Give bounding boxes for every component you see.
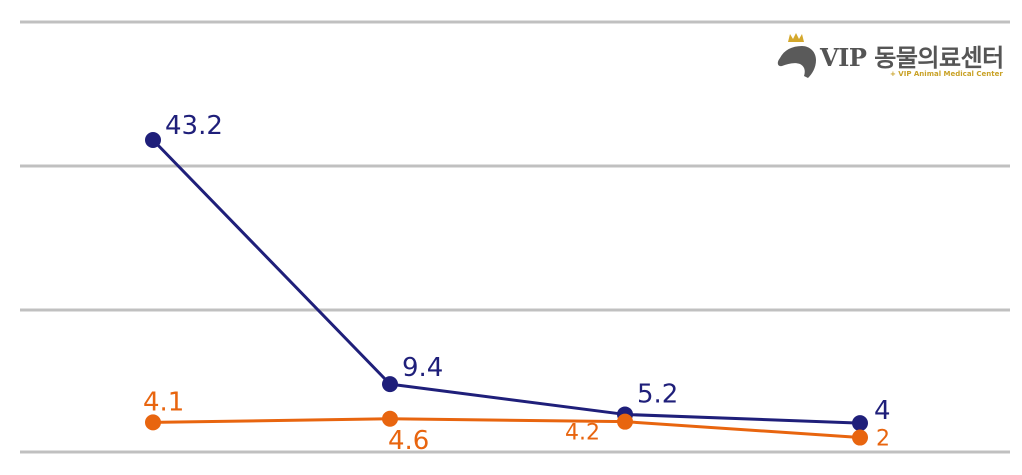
data-point-s0-0 <box>145 132 161 148</box>
data-label-s0-3: 4 <box>874 396 891 426</box>
data-point-s1-3 <box>852 429 868 446</box>
brand-tagline: + VIP Animal Medical Center <box>890 70 1003 78</box>
series-line-0 <box>151 138 861 425</box>
data-label-s1-3: 2 <box>876 427 890 452</box>
data-label-s1-0: 4.1 <box>143 387 184 417</box>
data-labels: 43.2 9.4 5.2 4 4.1 4.6 4.2 2 <box>143 111 891 456</box>
brand-name: VIP 동물의료센터 <box>820 43 1004 72</box>
data-label-s0-0: 43.2 <box>165 111 223 141</box>
data-point-s1-0 <box>145 414 161 431</box>
data-label-s1-2: 4.2 <box>565 421 600 446</box>
data-label-s0-2: 5.2 <box>637 379 678 409</box>
data-point-s0-1 <box>382 376 398 393</box>
data-point-s1-2 <box>617 413 633 430</box>
series-line-1 <box>152 417 861 440</box>
dog-head-crown-icon <box>777 33 816 78</box>
series-layer <box>145 132 868 446</box>
brand-logo: VIP 동물의료센터 + VIP Animal Medical Center <box>774 30 1006 82</box>
data-point-s0-3 <box>852 415 868 432</box>
data-label-s1-1: 4.6 <box>388 426 429 456</box>
gridlines <box>20 20 1010 454</box>
data-point-s1-1 <box>382 410 398 427</box>
data-label-s0-1: 9.4 <box>402 353 443 383</box>
